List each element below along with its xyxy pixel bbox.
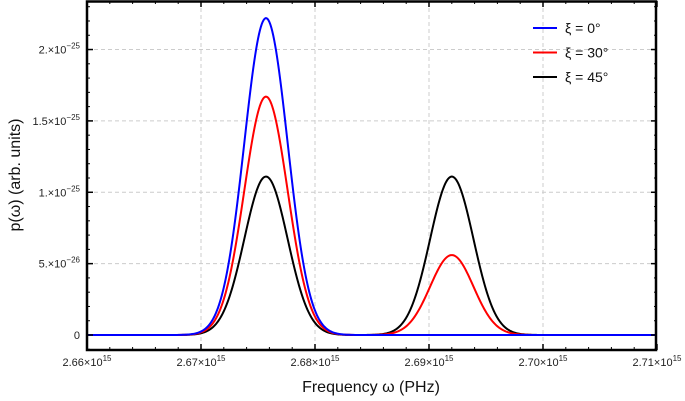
x-tick-label: 2.67×1015 — [177, 354, 227, 369]
gridlines — [87, 1, 657, 350]
x-tick-labels: 2.66×1015 2.67×1015 2.68×1015 2.69×1015 2.70… — [63, 354, 683, 369]
x-tick-label: 2.68×1015 — [291, 354, 341, 369]
series-line — [87, 17, 657, 337]
y-tick-labels: 0 5.×10−26 1.×10−25 1.5×10−25 2.×10−25 — [32, 42, 80, 342]
legend: ξ = 0° ξ = 30° ξ = 45° — [533, 20, 608, 85]
tick-marks — [86, 1, 658, 350]
legend-label: ξ = 45° — [565, 69, 608, 85]
legend-label: ξ = 30° — [565, 45, 608, 61]
x-tick-label: 2.66×1015 — [63, 354, 113, 369]
y-axis-label: p(ω) (arb. units) — [7, 119, 24, 232]
y-tick-label: 0 — [74, 330, 80, 342]
series-line — [87, 175, 657, 337]
x-tick-label: 2.69×1015 — [405, 354, 455, 369]
y-tick-label: 1.5×10−25 — [32, 113, 80, 128]
y-tick-label: 1.×10−25 — [39, 184, 81, 199]
plot-frame — [85, 0, 658, 352]
x-tick-label: 2.71×1015 — [633, 354, 683, 369]
y-tick-label: 5.×10−26 — [39, 256, 81, 271]
y-tick-label: 2.×10−25 — [39, 42, 81, 57]
series-line — [87, 95, 657, 337]
series-curves — [87, 17, 657, 337]
x-tick-label: 2.70×1015 — [519, 354, 569, 369]
x-axis-label: Frequency ω (PHz) — [302, 379, 440, 396]
legend-label: ξ = 0° — [565, 20, 601, 36]
